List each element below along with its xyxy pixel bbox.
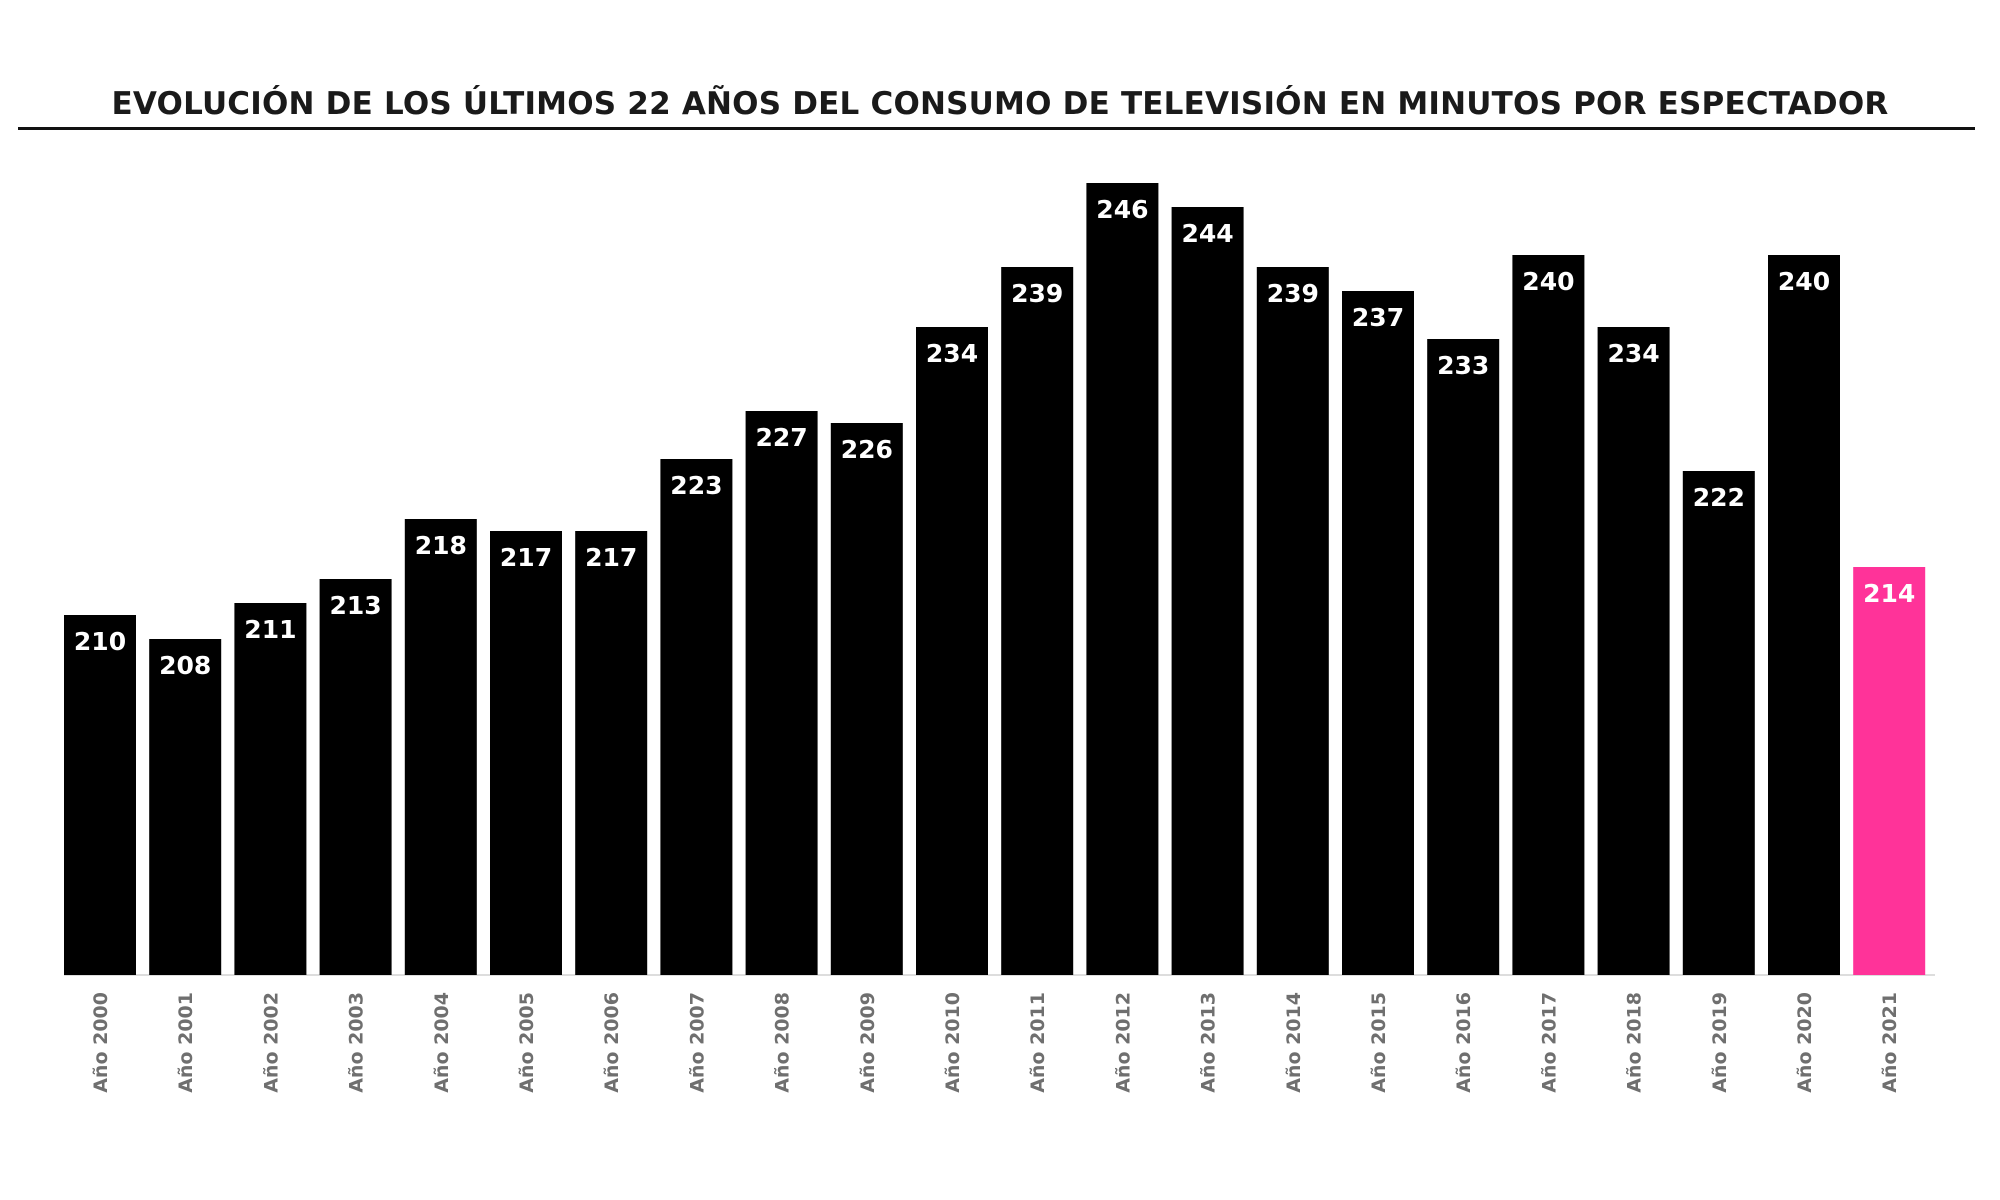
value-label: 227 xyxy=(756,423,808,452)
x-tick-label: Año 2021 xyxy=(1879,992,1901,1093)
value-label: 246 xyxy=(1096,195,1148,224)
value-label: 226 xyxy=(841,435,893,464)
bar-a-o-2016 xyxy=(1427,339,1500,975)
x-tick-label: Año 2009 xyxy=(857,992,879,1093)
value-label: 237 xyxy=(1352,303,1404,332)
x-tick-label: Año 2014 xyxy=(1283,992,1305,1093)
value-label: 214 xyxy=(1863,579,1915,608)
x-tick-label: Año 2016 xyxy=(1453,992,1475,1093)
bar-a-o-2010 xyxy=(916,327,988,975)
x-tick-label: Año 2007 xyxy=(686,992,708,1093)
value-label: 233 xyxy=(1437,351,1489,380)
value-label: 240 xyxy=(1522,267,1574,296)
x-tick-label: Año 2003 xyxy=(346,992,368,1093)
bar-a-o-2013 xyxy=(1171,207,1244,975)
x-tick-label: Año 2018 xyxy=(1624,992,1646,1093)
bar-a-o-2017 xyxy=(1512,255,1585,975)
bar-a-o-2021 xyxy=(1853,567,1926,975)
x-tick-label: Año 2000 xyxy=(90,992,112,1093)
bar-a-o-2015 xyxy=(1342,291,1414,975)
value-label: 234 xyxy=(1608,339,1660,368)
x-tick-label: Año 2005 xyxy=(516,992,538,1093)
value-labels-group: 210 208 211 213 218 217 217 223 227 226 234 239 246 2… xyxy=(74,195,1915,680)
x-tick-label: Año 2002 xyxy=(260,992,282,1093)
bar-a-o-2001 xyxy=(149,639,222,975)
chart-title: EVOLUCIÓN DE LOS ÚLTIMOS 22 AÑOS DEL CON… xyxy=(111,86,1889,122)
x-tick-labels-group: Año 2000 Año 2001 Año 2002 Año 2003 Año 2004… xyxy=(90,992,1901,1093)
value-label: 244 xyxy=(1182,219,1234,248)
value-label: 223 xyxy=(670,471,722,500)
value-label: 240 xyxy=(1778,267,1830,296)
x-tick-label: Año 2008 xyxy=(772,992,794,1093)
bar-a-o-2002 xyxy=(234,603,307,975)
bar-a-o-2020 xyxy=(1768,255,1840,975)
title-divider xyxy=(18,127,1975,130)
bar-a-o-2012 xyxy=(1086,183,1159,975)
bar-a-o-2005 xyxy=(490,531,562,975)
x-tick-label: Año 2004 xyxy=(431,992,453,1093)
value-label: 217 xyxy=(585,543,637,572)
value-label: 211 xyxy=(244,615,296,644)
bar-a-o-2019 xyxy=(1682,471,1755,975)
x-tick-label: Año 2020 xyxy=(1794,992,1816,1093)
x-tick-label: Año 2019 xyxy=(1709,992,1731,1093)
x-tick-label: Año 2013 xyxy=(1198,992,1220,1093)
bar-a-o-2003 xyxy=(319,579,392,975)
bar-a-o-2007 xyxy=(660,459,733,975)
value-label: 234 xyxy=(926,339,978,368)
value-label: 239 xyxy=(1011,279,1063,308)
value-label: 218 xyxy=(415,531,467,560)
bar-a-o-2018 xyxy=(1597,327,1670,975)
bar-a-o-2000 xyxy=(64,615,136,975)
value-label: 213 xyxy=(330,591,382,620)
value-label: 208 xyxy=(159,651,211,680)
bar-a-o-2011 xyxy=(1001,267,1074,975)
value-label: 222 xyxy=(1693,483,1745,512)
x-tick-label: Año 2015 xyxy=(1368,992,1390,1093)
value-label: 210 xyxy=(74,627,126,656)
bars-group xyxy=(64,183,1926,975)
bar-a-o-2006 xyxy=(575,531,648,975)
bar-a-o-2014 xyxy=(1256,267,1329,975)
value-label: 239 xyxy=(1267,279,1319,308)
bar-a-o-2009 xyxy=(830,423,903,975)
bar-a-o-2008 xyxy=(745,411,818,975)
x-tick-label: Año 2006 xyxy=(601,992,623,1093)
x-tick-label: Año 2001 xyxy=(175,992,197,1093)
x-tick-label: Año 2017 xyxy=(1538,992,1560,1093)
value-label: 217 xyxy=(500,543,552,572)
x-tick-label: Año 2012 xyxy=(1112,992,1134,1093)
bar-a-o-2004 xyxy=(404,519,477,975)
x-tick-label: Año 2010 xyxy=(942,992,964,1093)
x-tick-label: Año 2011 xyxy=(1027,992,1049,1093)
